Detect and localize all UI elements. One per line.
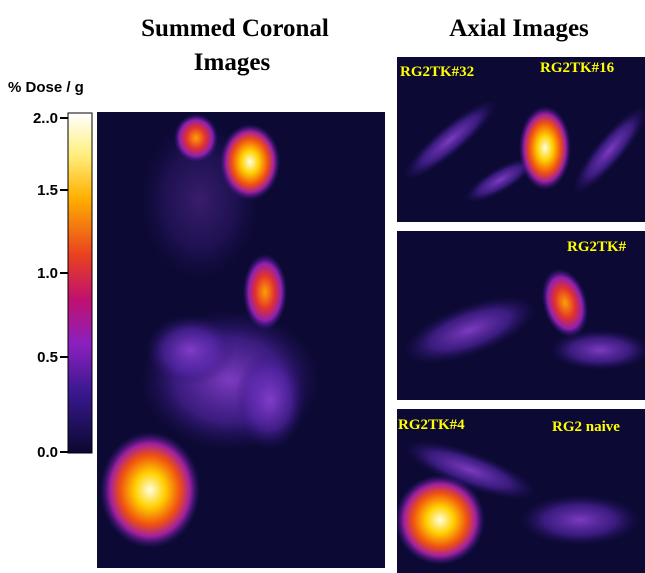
- colorbar-label: % Dose / g: [8, 79, 84, 96]
- coronal-image: [97, 112, 385, 568]
- title: Axial Images: [449, 15, 589, 42]
- tick-label: 2..0: [33, 110, 58, 127]
- colorbar: [68, 113, 92, 453]
- panel-label: RG2 naive: [552, 419, 620, 435]
- axial-image: [395, 57, 645, 222]
- panel-label: RG2TK#32: [400, 64, 474, 80]
- tick-label: 1.5: [37, 182, 58, 199]
- colorbar-ticks: 2..0 1.5 1.0 0.5 0.0: [33, 110, 68, 461]
- title: Summed Coronal: [141, 15, 329, 42]
- tick-label: 1.0: [37, 265, 58, 282]
- axial-image: [396, 231, 645, 400]
- figure: Summed Coronal Images Axial Images % Dos…: [0, 0, 645, 573]
- panel-label: RG2TK#16: [540, 60, 615, 76]
- tick-label: 0.0: [37, 444, 58, 461]
- panel-label: RG2TK#: [567, 239, 627, 255]
- tick-label: 0.5: [37, 349, 58, 366]
- panel-label: RG2TK#4: [398, 417, 465, 433]
- title: Images: [194, 49, 271, 76]
